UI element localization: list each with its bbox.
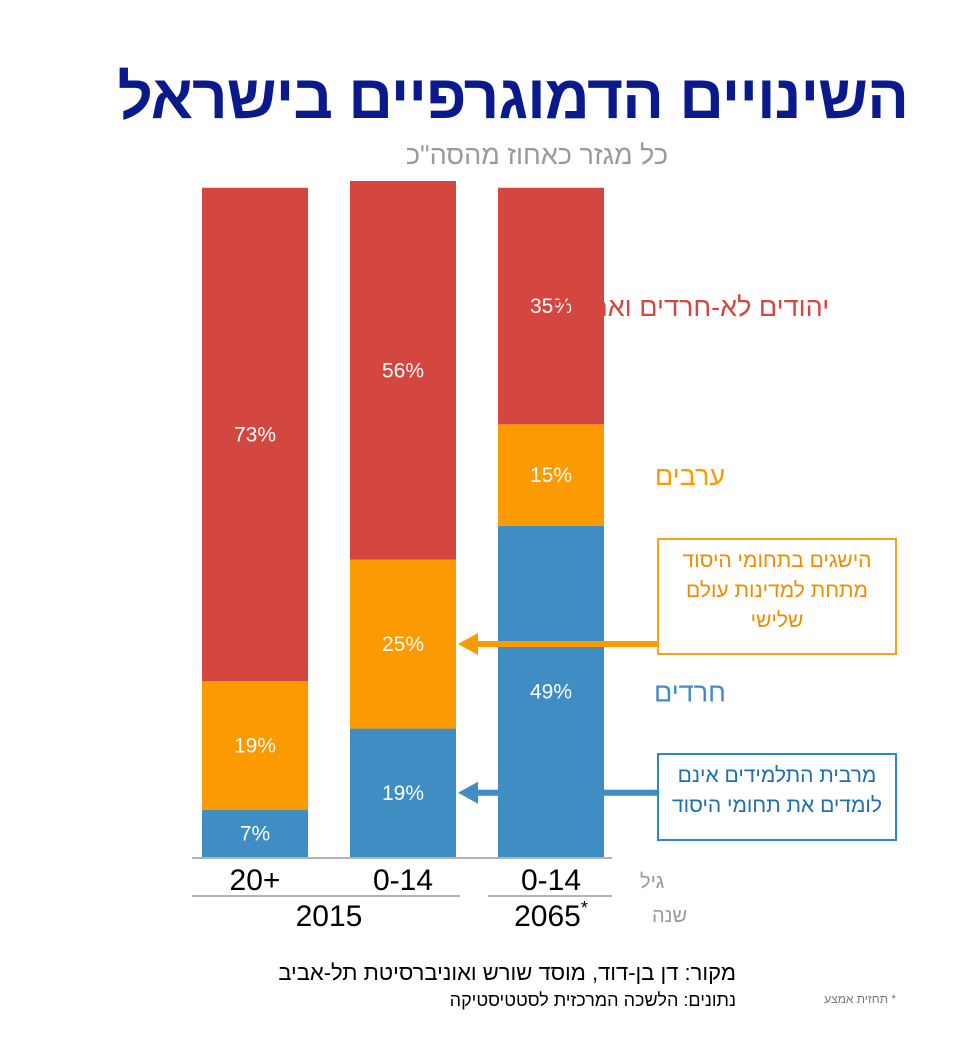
bar-segment-2-series-3 bbox=[350, 181, 456, 560]
bar-segment-2-series-2 bbox=[350, 559, 456, 729]
value-label-2-series-1: 19% bbox=[382, 782, 424, 805]
series-label-3: יהודים לא-חרדים ואחרים bbox=[551, 292, 830, 322]
callout-orange-line-2: מתחת למדינות עולם bbox=[686, 579, 868, 602]
bar-segment-1-series-2 bbox=[202, 681, 308, 810]
arrows-group bbox=[458, 633, 657, 804]
age-axis-caption: גיל bbox=[640, 871, 664, 893]
bar-segment-1-series-1 bbox=[202, 809, 308, 857]
bar-segment-3-series-2 bbox=[498, 424, 604, 526]
chart-title: השינויים הדמוגרפיים בישראל bbox=[117, 63, 909, 132]
data-source-note: נתונים: הלשכה המרכזית לסטטיסטיקה bbox=[449, 990, 736, 1010]
forecast-footnote: * תחזית אמצע bbox=[824, 992, 896, 1006]
arrow-orange bbox=[458, 633, 657, 656]
year-label-1: 2015 bbox=[296, 900, 363, 933]
callout-blue-line-2: לומדים את תחומי היסוד bbox=[672, 794, 882, 817]
value-label-2-series-2: 25% bbox=[382, 633, 424, 656]
series-labels-group: חרדים ערבים יהודים לא-חרדים ואחרים bbox=[551, 292, 830, 707]
callout-orange: הישגים בתחומי היסוד מתחת למדינות עולם של… bbox=[657, 538, 897, 655]
year-axis-caption: שנה bbox=[652, 905, 687, 927]
value-label-3-series-2: 15% bbox=[530, 464, 572, 487]
callout-orange-line-3: שלישי bbox=[750, 609, 804, 632]
value-label-3-series-1: 49% bbox=[530, 680, 572, 703]
value-label-3-series-3: 35% bbox=[530, 295, 572, 318]
year-label-2: 2065* bbox=[514, 898, 588, 933]
bar-segment-2-series-1 bbox=[350, 728, 456, 857]
bar-segment-1-series-3 bbox=[202, 187, 308, 682]
value-label-1-series-3: 73% bbox=[234, 424, 276, 447]
series-label-2: ערבים bbox=[655, 461, 725, 491]
age-tick-label-2: 0-14 bbox=[373, 864, 433, 897]
bar-segment-3-series-3 bbox=[498, 187, 604, 425]
arrow-blue bbox=[458, 781, 657, 804]
chart-subtitle: כל מגזר כאחוז מהסה"כ bbox=[405, 140, 668, 170]
bar-segment-3-series-1 bbox=[498, 525, 604, 857]
source-text: מקור: דן בן-דוד, מוסד שורש ואוניברסיטת ת… bbox=[278, 960, 736, 985]
callout-orange-line-1: הישגים בתחומי היסוד bbox=[682, 549, 872, 572]
segment-labels-group: 7% 19% 73% 19% 25% 56% 49% 15% 35% bbox=[234, 295, 572, 845]
value-label-1-series-1: 7% bbox=[240, 822, 270, 845]
age-tick-label-1: 20+ bbox=[230, 864, 281, 897]
series-label-1: חרדים bbox=[654, 677, 726, 707]
callout-blue-line-1: מרבית התלמידים אינם bbox=[677, 764, 877, 787]
x-axis-group: 20+ 0-14 0-14 2015 2065* גיל שנה bbox=[192, 857, 687, 933]
value-label-1-series-2: 19% bbox=[234, 734, 276, 757]
bars-group bbox=[202, 181, 604, 857]
callout-blue: מרבית התלמידים אינם לומדים את תחומי היסו… bbox=[657, 753, 897, 841]
value-label-2-series-3: 56% bbox=[382, 359, 424, 382]
age-tick-label-3: 0-14 bbox=[521, 864, 581, 897]
